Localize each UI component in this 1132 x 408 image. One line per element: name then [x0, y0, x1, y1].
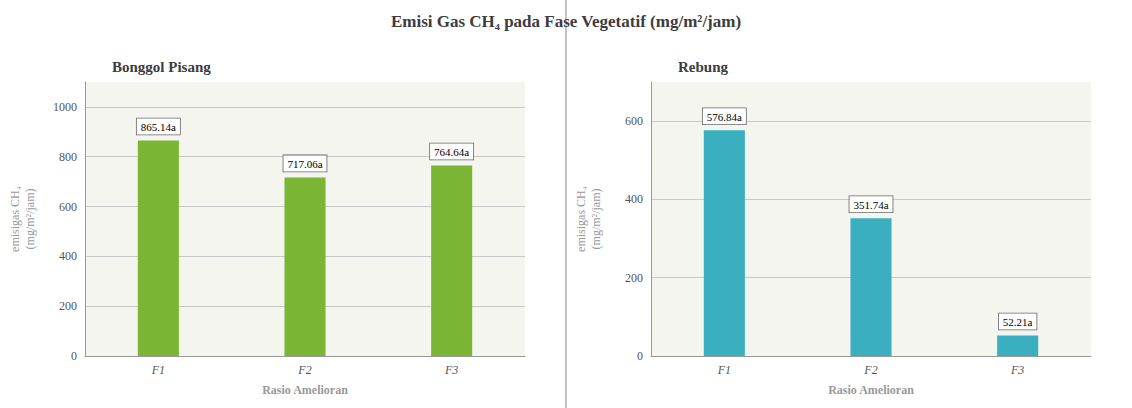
- svg-text:400: 400: [59, 249, 77, 263]
- svg-text:Rasio Amelioran: Rasio Amelioran: [262, 383, 348, 397]
- svg-text:Bonggol Pisang: Bonggol Pisang: [112, 59, 211, 75]
- svg-text:600: 600: [59, 200, 77, 214]
- svg-text:1000: 1000: [53, 100, 77, 114]
- svg-text:0: 0: [71, 349, 77, 363]
- svg-text:emisigas CH₄: emisigas CH₄: [574, 186, 588, 252]
- svg-text:(mg/m²/jam): (mg/m²/jam): [23, 189, 37, 250]
- svg-text:764.64a: 764.64a: [434, 146, 469, 158]
- svg-text:717.06a: 717.06a: [287, 158, 322, 170]
- svg-text:200: 200: [59, 299, 77, 313]
- svg-text:400: 400: [625, 192, 643, 206]
- svg-text:0: 0: [637, 349, 643, 363]
- svg-text:865.14a: 865.14a: [141, 121, 176, 133]
- svg-text:52.21a: 52.21a: [1003, 316, 1033, 328]
- svg-text:emisigas CH₄: emisigas CH₄: [8, 186, 22, 252]
- svg-text:800: 800: [59, 150, 77, 164]
- svg-text:F3: F3: [1010, 363, 1024, 377]
- svg-text:Rebung: Rebung: [678, 59, 729, 75]
- svg-text:F1: F1: [151, 363, 165, 377]
- svg-text:600: 600: [625, 114, 643, 128]
- svg-text:576.84a: 576.84a: [707, 111, 742, 123]
- svg-text:F3: F3: [444, 363, 458, 377]
- svg-text:F2: F2: [297, 363, 311, 377]
- svg-text:(mg/m²/jam): (mg/m²/jam): [589, 189, 603, 250]
- svg-text:F1: F1: [717, 363, 731, 377]
- svg-text:Emisi Gas CH₄ pada Fase Vegeta: Emisi Gas CH₄ pada Fase Vegetatif (mg/m²…: [391, 12, 741, 31]
- svg-text:351.74a: 351.74a: [853, 199, 888, 211]
- svg-text:200: 200: [625, 271, 643, 285]
- svg-text:Rasio Amelioran: Rasio Amelioran: [828, 383, 914, 397]
- svg-text:F2: F2: [863, 363, 877, 377]
